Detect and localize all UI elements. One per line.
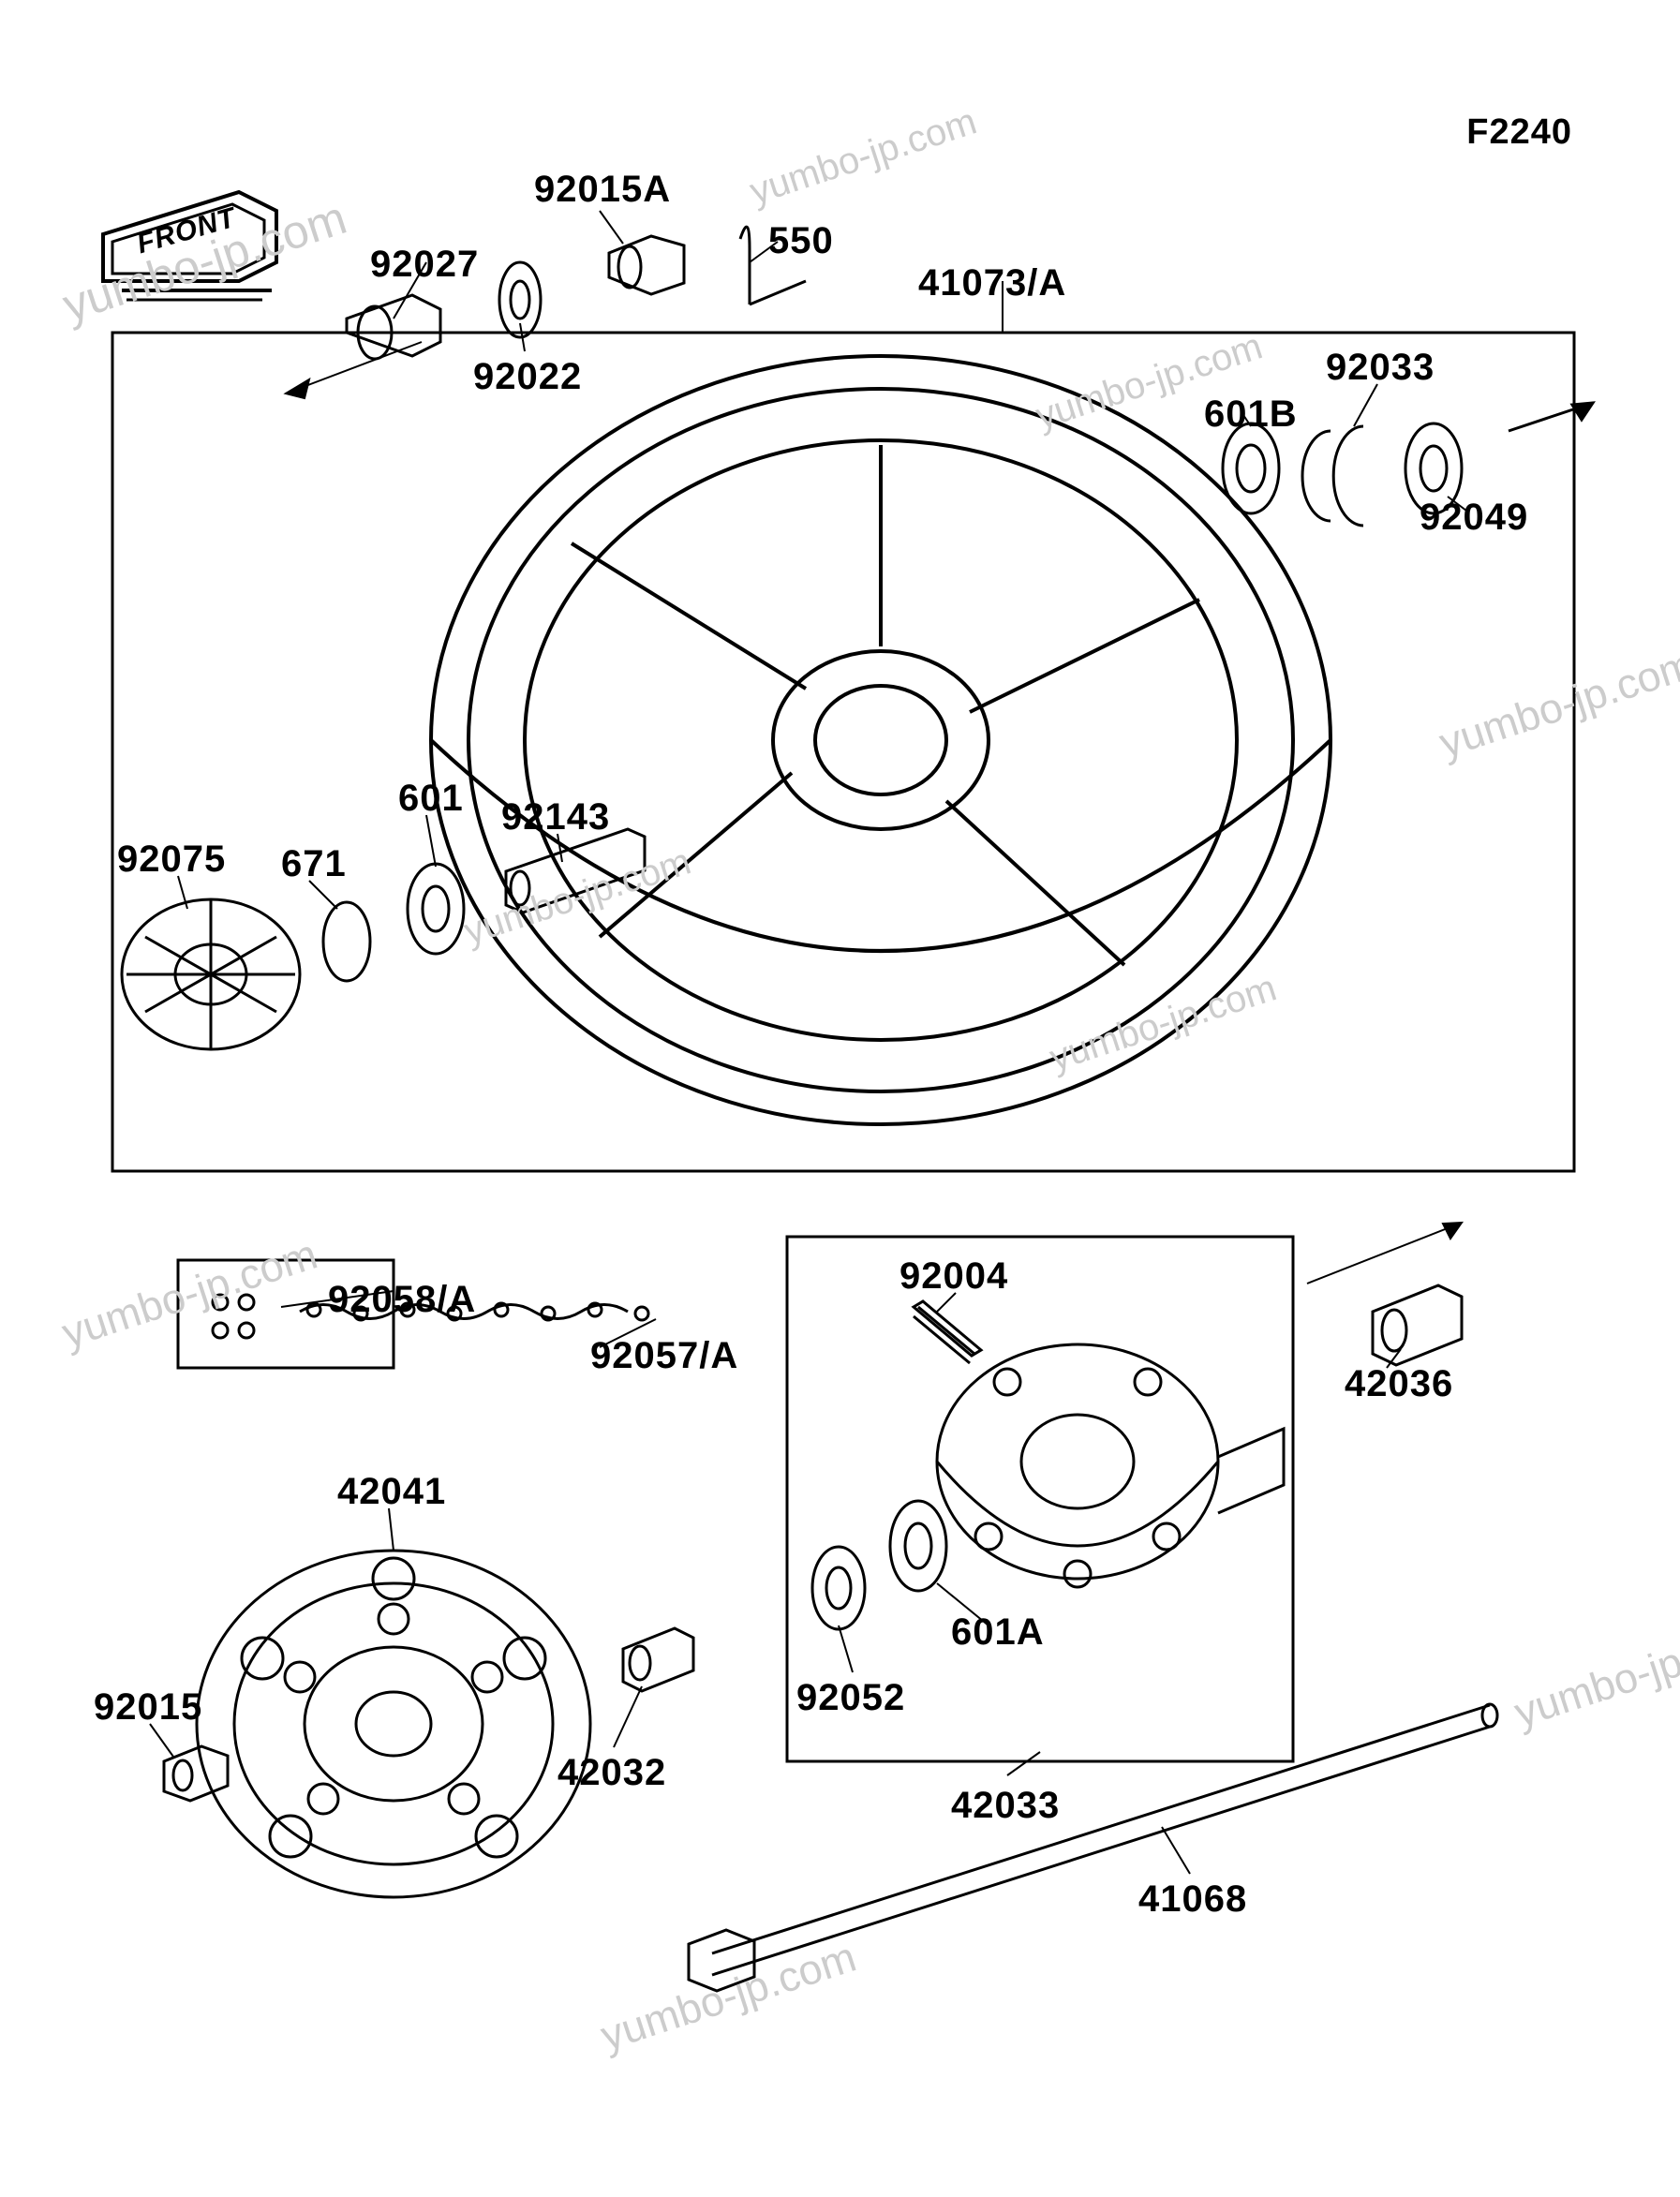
ref-41073A: 41073/A (918, 262, 1066, 304)
ref-92058A: 92058/A (328, 1279, 476, 1321)
sleeve-42036 (1373, 1285, 1462, 1365)
rear-wheel (431, 356, 1331, 1124)
ref-671: 671 (281, 843, 347, 885)
sprocket (197, 1551, 590, 1897)
ref-92022: 92022 (473, 356, 582, 398)
ref-42033: 42033 (951, 1785, 1060, 1827)
leader-axle (1162, 1827, 1190, 1874)
ref-92049: 92049 (1420, 497, 1528, 539)
ref-601: 601 (398, 778, 464, 820)
diagram-svg (0, 0, 1680, 2197)
leader-nut-collar (150, 1686, 642, 1757)
ref-92143: 92143 (501, 796, 610, 839)
ref-92057A: 92057/A (590, 1335, 738, 1377)
ref-42032: 42032 (558, 1752, 666, 1794)
parts-diagram: F2240 FRONT 92015A5509202741073/A9202260… (0, 0, 1680, 2197)
ref-92004: 92004 (899, 1255, 1008, 1298)
ref-92027: 92027 (370, 244, 479, 286)
leader-sprocket (389, 1508, 394, 1551)
figure-code: F2240 (1466, 112, 1572, 153)
ref-601A: 601A (951, 1611, 1045, 1654)
ref-92033: 92033 (1326, 347, 1435, 389)
ref-601B: 601B (1204, 393, 1298, 436)
ref-42036: 42036 (1345, 1363, 1453, 1405)
axle (689, 1704, 1497, 1991)
ref-550: 550 (768, 220, 834, 262)
ref-92015A: 92015A (534, 169, 671, 211)
ref-41068: 41068 (1138, 1878, 1247, 1921)
ref-92015: 92015 (94, 1686, 202, 1729)
leader-coupling (839, 1223, 1462, 1775)
ref-42041: 42041 (337, 1471, 446, 1513)
ref-92075: 92075 (117, 839, 226, 881)
ref-92052: 92052 (796, 1677, 905, 1719)
wheel-assy-box (112, 333, 1574, 1171)
coupling-hub (812, 1301, 1284, 1629)
